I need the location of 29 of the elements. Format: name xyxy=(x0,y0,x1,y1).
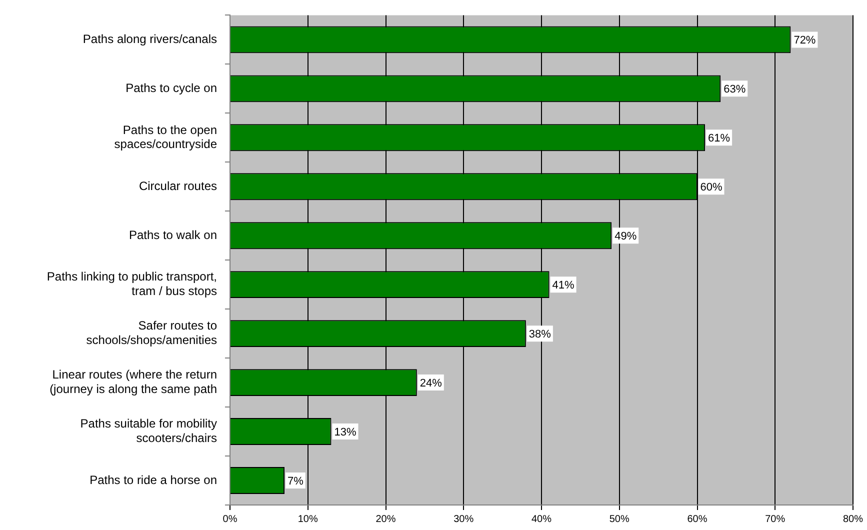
y-tick-label: Paths to ride a horse on xyxy=(90,472,217,487)
x-tick-label: 10% xyxy=(298,514,318,525)
x-tick-label: 80% xyxy=(842,514,864,525)
data-label: 72% xyxy=(794,34,816,47)
data-label: 41% xyxy=(552,280,575,292)
x-tick-label: 70% xyxy=(765,514,786,525)
x-tick-label: 0% xyxy=(222,514,238,525)
y-tick-label: Paths to walk on xyxy=(128,228,217,242)
data-label: 60% xyxy=(700,182,722,194)
y-tick-label: Circular routes xyxy=(138,178,217,193)
data-label: 24% xyxy=(420,378,442,390)
data-label: 63% xyxy=(724,84,746,96)
y-tick-label: Paths to cycle on xyxy=(126,80,217,95)
data-label: 61% xyxy=(708,132,730,145)
data-label: 49% xyxy=(614,230,637,243)
data-label: 7% xyxy=(288,476,304,488)
data-label: 13% xyxy=(334,426,356,439)
y-tick-label: Paths suitable for mobility scooters/chairs xyxy=(80,416,217,446)
y-tick-label: Paths along rivers/canals xyxy=(82,32,217,46)
y-tick-label: Paths linking to public transport, tram / bus stops xyxy=(46,270,217,298)
x-tick-label: 20% xyxy=(376,514,396,525)
y-tick-label: Linear routes (where the return (journey is along the same path xyxy=(50,368,217,396)
x-tick-label: 40% xyxy=(531,514,552,525)
data-label: 38% xyxy=(528,328,552,341)
x-tick-label: 50% xyxy=(609,514,630,525)
x-tick-label: 30% xyxy=(454,514,474,525)
x-tick-label: 60% xyxy=(687,514,708,525)
y-tick-label: Safer routes to schools/shops/amenities xyxy=(86,318,218,348)
y-tick-label: Paths to the open spaces/countryside xyxy=(114,122,218,152)
